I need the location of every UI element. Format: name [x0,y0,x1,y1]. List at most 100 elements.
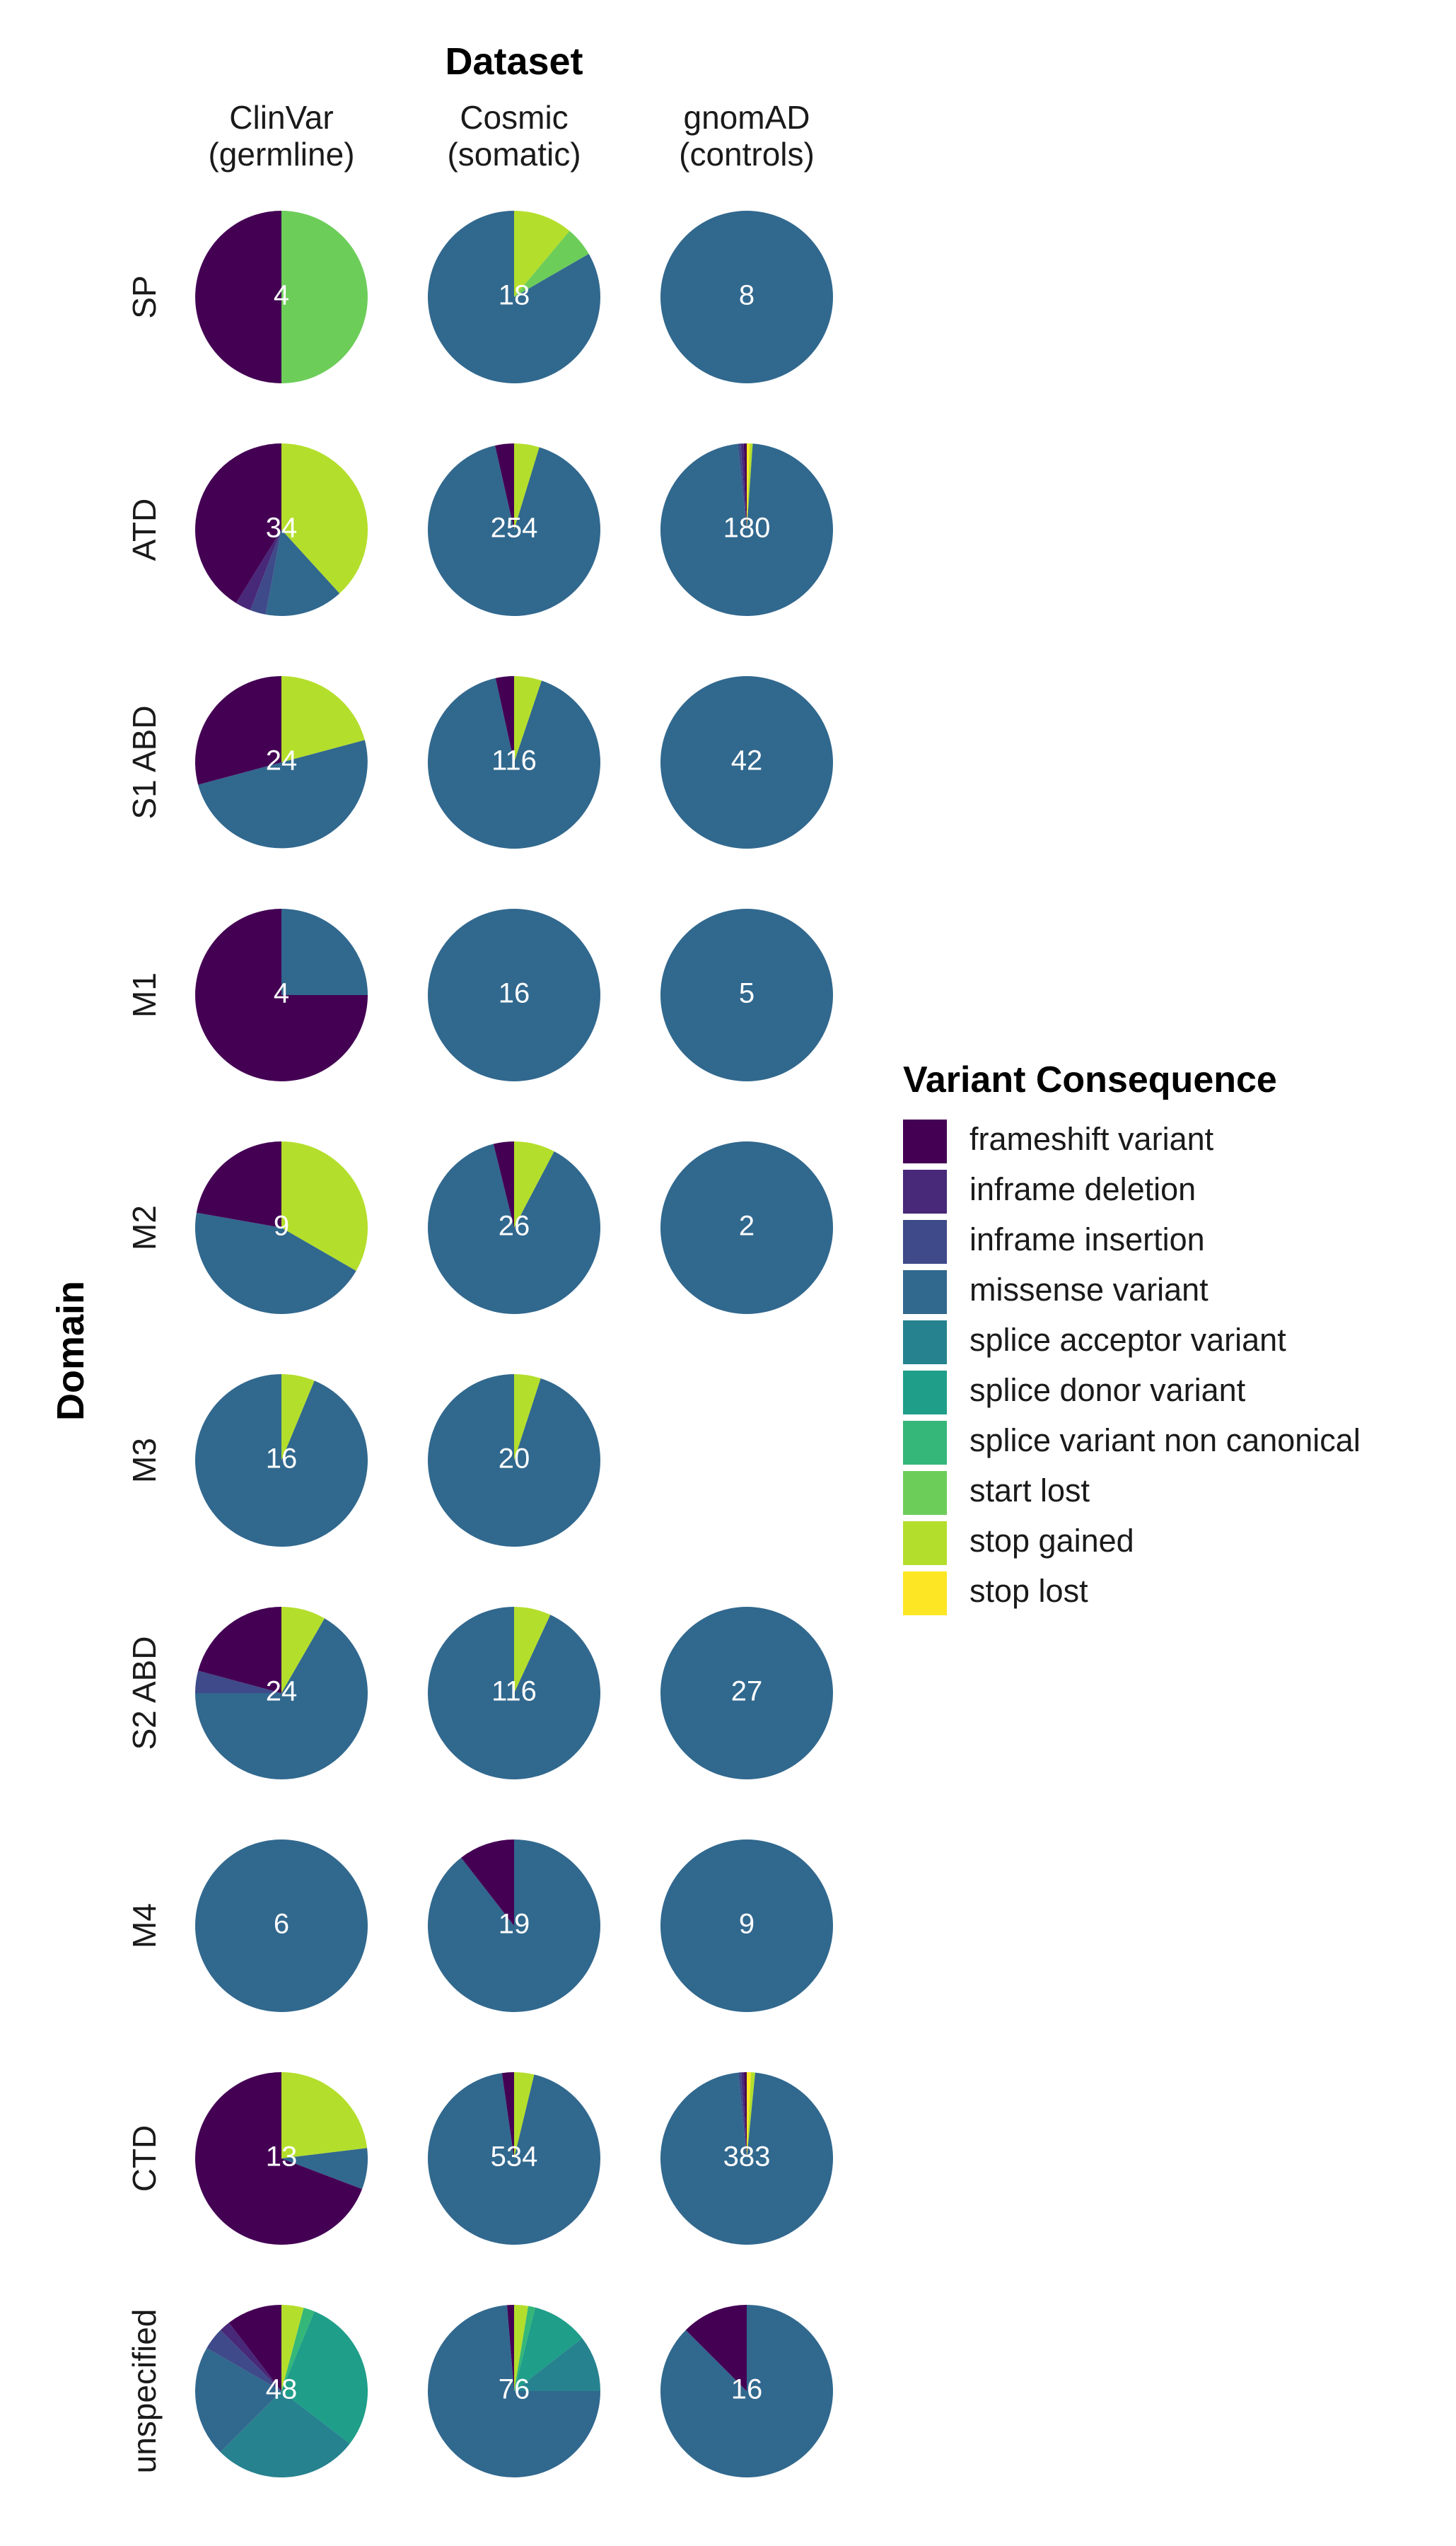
pie-atd-gnomad: 180 [660,443,833,617]
row-labels: SP ATD S1 ABD M1 M2 M3 S2 ABD M4 CTD unspecified [126,275,163,2473]
pie-slice-splice-variant-non-canonical [281,2308,315,2391]
pie-m1-gnomad: 5 [660,909,833,1081]
pie-slice-inframe-deletion [220,2323,281,2391]
pie-ctd-gnomad: 383 [660,2072,833,2245]
pie-s1-abd-clinvar: 24 [195,675,368,849]
pie-slice-inframe-insertion [206,2330,281,2391]
pie-count-label: 42 [731,745,763,777]
row-label-s2-abd: S2 ABD [126,1636,163,1750]
pie-slice-missense-variant [427,1839,600,2012]
pie-slice-frameshift-variant [743,443,747,530]
pie-slice-missense-variant [660,676,833,849]
pie-count-label: 116 [491,1676,537,1707]
pie-slice-splice-donor-variant [514,2307,583,2391]
pie-count-label: 24 [266,745,298,777]
pie-count-label: 18 [499,280,530,311]
pie-slice-frameshift-variant [744,2072,747,2158]
pie-s2-abd-gnomad: 27 [660,1607,833,1779]
pie-m2-cosmic: 26 [428,1141,601,1315]
pie-atd-cosmic: 254 [427,443,600,617]
pie-count-label: 8 [739,280,755,311]
legend-swatch [903,1521,947,1565]
pie-m4-clinvar: 6 [195,1839,368,2012]
pie-slice-frameshift-variant [195,211,281,383]
pie-slice-inframe-deletion [235,530,281,610]
legend-item-start-lost: start lost [903,1471,1090,1515]
pie-m1-cosmic: 16 [428,909,600,1081]
legend-label: splice donor variant [969,1372,1246,1408]
row-label-unspecified: unspecified [126,2309,163,2474]
column-label-cosmic: Cosmic [460,99,568,136]
column-sublabel-cosmic: (somatic) [447,136,581,173]
legend-swatch [903,1170,947,1214]
pie-m4-gnomad: 9 [660,1839,833,2012]
pie-count-label: 383 [723,2141,771,2173]
pie-slice-missense-variant [660,1607,833,1779]
pie-slice-missense-variant [428,2305,600,2478]
pie-slice-frameshift-variant [506,2305,514,2391]
pie-s1-abd-gnomad: 42 [660,676,833,849]
pie-slice-frameshift-variant [495,443,514,530]
pie-s1-abd-cosmic: 116 [427,676,600,849]
pie-count-label: 6 [274,1909,289,1940]
pie-slice-missense-variant [427,446,600,617]
pie-slice-start-lost [281,211,368,383]
chart-title: Dataset [445,40,583,83]
pie-slice-splice-donor-variant [281,2311,368,2444]
pie-slice-stop-gained [514,1374,541,1460]
pie-count-label: 180 [723,513,771,544]
pie-slice-stop-gained [281,2072,368,2158]
pie-slice-missense-variant [427,1607,600,1779]
pie-slice-stop-gained [514,676,542,762]
legend-label: start lost [969,1472,1090,1509]
column-label-clinvar: ClinVar [229,99,333,136]
pie-slice-missense-variant [195,1618,368,1779]
pie-unspecified-gnomad: 16 [660,2305,833,2477]
legend-item-stop-gained: stop gained [903,1521,1134,1565]
pie-slice-splice-variant-non-canonical [514,2306,535,2391]
row-label-s1-abd: S1 ABD [126,705,163,819]
pie-slice-frameshift-variant [194,2071,363,2245]
pie-m1-clinvar: 4 [195,909,368,1081]
pie-slice-missense-variant [428,909,600,1081]
pie-slice-missense-variant [660,1141,833,1314]
pie-slice-missense-variant [427,2073,600,2245]
pie-count-label: 16 [731,2374,763,2405]
pie-slice-stop-gained [281,676,365,762]
legend-label: splice variant non canonical [969,1422,1361,1458]
pie-count-label: 9 [739,1909,755,1940]
legend-item-inframe-insertion: inframe insertion [903,1220,1205,1264]
pie-count-label: 5 [739,978,755,1009]
pie-slice-stop-gained [514,2305,529,2391]
legend: Variant Consequence frameshift variant in… [903,1059,1361,1615]
pie-slice-missense-variant [194,1373,368,1547]
pie-sp-gnomad: 8 [660,211,833,383]
pie-slice-frameshift-variant [196,1141,281,1228]
pie-slice-start-lost [514,231,589,297]
legend-item-splice-acceptor-variant: splice acceptor variant [903,1320,1286,1364]
legend-label: missense variant [969,1272,1209,1308]
legend-label: frameshift variant [969,1121,1214,1157]
column-sublabel-gnomad: (controls) [679,136,815,173]
pie-sp-clinvar: 4 [195,211,368,383]
legend-item-splice-donor-variant: splice donor variant [903,1371,1246,1414]
legend-swatch [903,1270,947,1314]
pie-slice-frameshift-variant [501,2072,514,2158]
pie-count-label: 27 [731,1676,763,1707]
pie-m2-clinvar: 9 [194,1141,368,1315]
pie-count-label: 9 [274,1211,289,1242]
row-label-m2: M2 [126,1205,163,1250]
row-label-m3: M3 [126,1438,163,1483]
pie-count-label: 19 [499,1909,530,1940]
pie-count-label: 24 [266,1676,298,1707]
pie-slice-frameshift-variant [461,1839,514,1926]
pie-count-label: 16 [266,1443,298,1475]
pie-slice-stop-lost [747,2072,751,2158]
row-label-m1: M1 [126,972,163,1018]
pie-slice-missense-variant [428,1374,601,1547]
pie-slice-stop-gained [281,1374,315,1460]
legend-item-inframe-deletion: inframe deletion [903,1170,1196,1214]
pie-slice-missense-variant [428,211,601,383]
pie-slice-stop-gained [747,2072,755,2158]
legend-item-missense-variant: missense variant [903,1270,1209,1314]
